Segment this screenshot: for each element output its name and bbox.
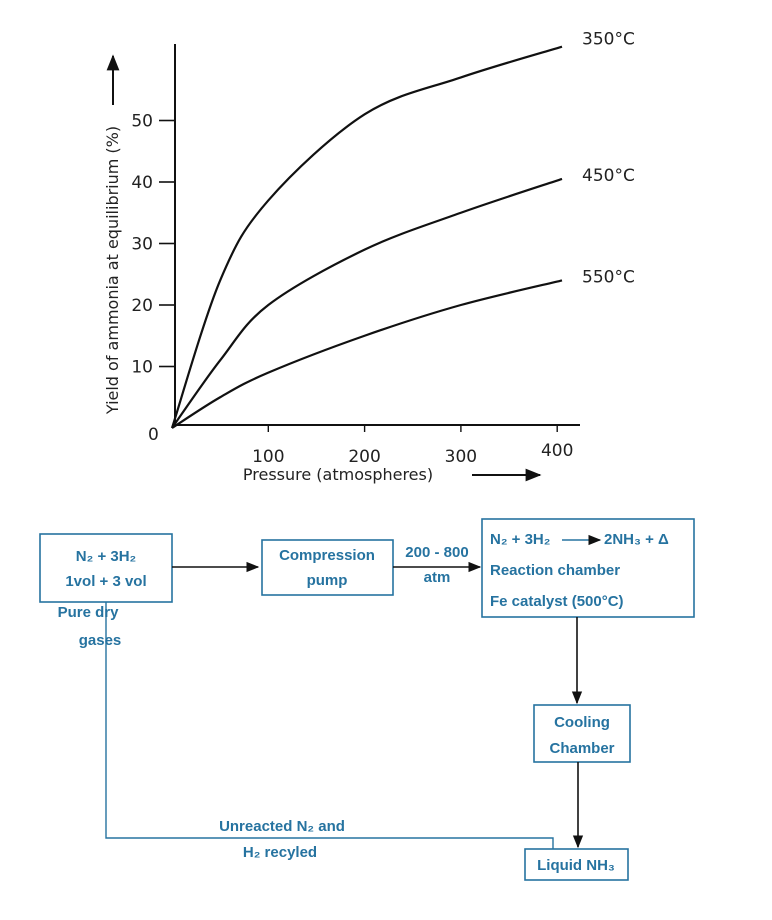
feed-ratio: 1vol + 3 vol [65,573,146,590]
recycle-line [105,602,554,849]
series-line-2 [171,279,563,429]
cooling-label-1: Cooling [554,714,610,731]
feed-box [39,533,173,603]
reactor-box [481,518,695,618]
feed-note-1: Pure dry [58,604,120,621]
y-tick-label: 10 [131,358,153,378]
pressure-range: 200 - 800 [405,544,468,561]
cooling-box [533,704,631,763]
pressure-unit: atm [424,569,451,586]
x-tick-label: 100 [252,447,284,467]
product-label: Liquid NH₃ [537,857,615,874]
pump-label-2: pump [307,572,348,589]
recycle-label-2: H₂ recyled [243,844,317,861]
pump-label-1: Compression [279,547,375,564]
x-tick-label: 300 [445,447,477,467]
reactor-label: Reaction chamber [490,562,620,579]
series-line-1 [171,177,563,429]
series-label-1: 450°C [582,166,635,186]
x-axis-label: Pressure (atmospheres) [243,465,433,484]
pump-box [261,539,394,596]
reaction-lhs: N₂ + 3H₂ [490,531,550,548]
y-tick-label: 30 [131,235,153,255]
product-box [524,848,629,881]
x-tick-label: 200 [348,447,380,467]
feed-note-2: gases [79,632,122,649]
origin-label: 0 [148,425,159,445]
series-label-2: 550°C [582,267,635,287]
recycle-label-1: Unreacted N₂ and [219,818,345,835]
cooling-label-2: Chamber [549,740,614,757]
y-tick-label: 20 [131,296,153,316]
feed-formula: N₂ + 3H₂ [76,548,136,565]
y-axis-label: Yield of ammonia at equilibrium (%) [103,126,122,415]
y-tick-label: 40 [131,173,153,193]
y-tick-label: 50 [131,112,153,132]
x-tick-label: 400 [541,441,573,461]
series-line-0 [170,45,563,429]
series-label-0: 350°C [582,30,635,50]
reaction-rhs: 2NH₃ + Δ [604,531,669,548]
process-diagram: N₂ + 3H₂ 1vol + 3 vol Pure dry gases Com… [39,518,695,881]
catalyst-label: Fe catalyst (500°C) [490,593,624,610]
